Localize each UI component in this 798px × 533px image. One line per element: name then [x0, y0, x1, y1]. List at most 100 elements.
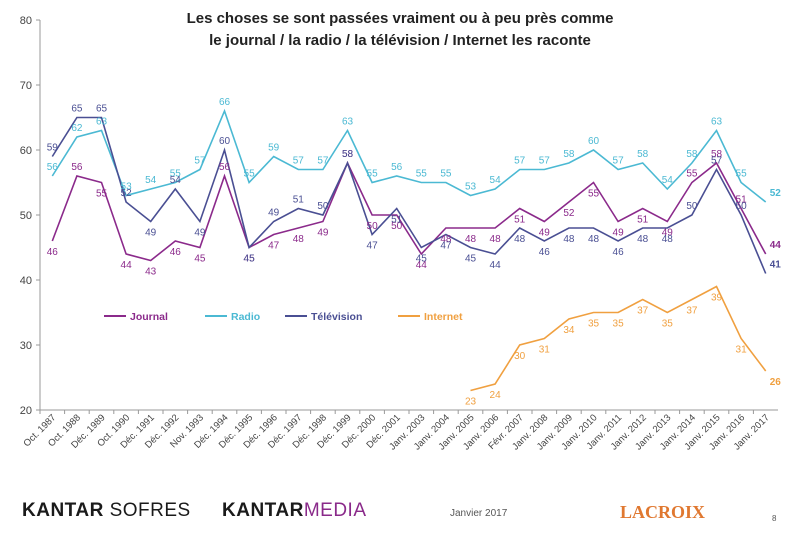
- data-label: 51: [637, 215, 649, 226]
- data-label: 45: [194, 254, 206, 265]
- data-label: 34: [563, 325, 575, 336]
- data-label: 49: [317, 228, 329, 239]
- data-label: 57: [539, 156, 551, 167]
- data-label: 51: [391, 215, 403, 226]
- data-label: 48: [293, 234, 305, 245]
- data-label: 43: [145, 267, 157, 278]
- data-label: 31: [736, 345, 748, 356]
- data-label: 24: [490, 390, 502, 401]
- data-label: 26: [770, 377, 782, 388]
- data-label: 56: [391, 162, 403, 173]
- y-tick-label: 80: [20, 15, 32, 27]
- data-label: 48: [490, 234, 502, 245]
- data-label: 37: [686, 306, 698, 317]
- data-label: 65: [96, 104, 108, 115]
- chart-title-line1: Les choses se sont passées vraiment ou à…: [186, 10, 614, 27]
- series-line-télévision: [51, 116, 767, 274]
- data-label: 60: [219, 136, 231, 147]
- legend-label-journal: Journal: [130, 311, 168, 323]
- data-label: 50: [736, 201, 748, 212]
- data-label: 66: [219, 97, 231, 108]
- footer-date: Janvier 2017: [450, 508, 508, 519]
- data-label: 55: [416, 169, 428, 180]
- data-label: 54: [490, 175, 502, 186]
- data-label: 57: [711, 156, 723, 167]
- y-tick-label: 20: [20, 405, 32, 417]
- data-label: 63: [342, 117, 354, 128]
- legend-label-radio: Radio: [231, 311, 260, 323]
- data-label: 46: [539, 247, 551, 258]
- data-label: 48: [465, 234, 477, 245]
- y-tick-label: 40: [20, 275, 32, 287]
- series-line-journal: [51, 161, 767, 262]
- data-label: 49: [539, 228, 551, 239]
- data-label: 50: [317, 201, 329, 212]
- chart-title-line2: le journal / la radio / la télévision / …: [209, 32, 591, 49]
- data-label: 35: [588, 319, 600, 330]
- data-label: 54: [170, 175, 182, 186]
- data-label: 55: [96, 189, 108, 200]
- data-label: 58: [342, 149, 354, 160]
- data-label: 58: [342, 149, 354, 160]
- data-label: 45: [416, 254, 428, 265]
- data-label: 52: [121, 188, 133, 199]
- data-label: 57: [194, 156, 206, 167]
- data-label: 49: [194, 228, 206, 239]
- data-label: 44: [770, 240, 782, 251]
- data-label: 63: [96, 117, 108, 128]
- data-label: 50: [686, 201, 698, 212]
- data-label: 50: [391, 221, 403, 232]
- data-label: 55: [244, 169, 256, 180]
- data-label: 44: [416, 260, 428, 271]
- kantar-media-logo-bold: KANTAR: [222, 500, 304, 521]
- data-label: 44: [490, 260, 502, 271]
- data-label: 55: [170, 169, 182, 180]
- data-label: 58: [686, 149, 698, 160]
- data-label: 54: [662, 175, 674, 186]
- data-label: 59: [47, 143, 59, 154]
- kantar-media-logo: KANTARMEDIA: [222, 500, 367, 522]
- data-label: 65: [71, 104, 83, 115]
- data-label: 60: [588, 136, 600, 147]
- data-label: 56: [71, 162, 83, 173]
- kantar-media-logo-rest: MEDIA: [303, 500, 367, 521]
- data-label: 55: [440, 169, 452, 180]
- data-label: 51: [293, 195, 305, 206]
- data-label: 41: [770, 260, 782, 271]
- y-tick-label: 70: [20, 80, 32, 92]
- data-label: 52: [563, 208, 575, 219]
- series-line-internet: [470, 285, 767, 392]
- data-label: 48: [440, 234, 452, 245]
- data-label: 49: [662, 228, 674, 239]
- series-line-radio: [51, 108, 767, 203]
- legend-label-internet: Internet: [424, 311, 463, 323]
- data-label: 49: [268, 208, 280, 219]
- data-label: 48: [637, 234, 649, 245]
- data-label: 47: [268, 241, 280, 252]
- data-label: 63: [711, 117, 723, 128]
- data-label: 55: [588, 189, 600, 200]
- data-label: 48: [662, 234, 674, 245]
- data-label: 46: [47, 247, 59, 258]
- data-label: 52: [770, 188, 782, 199]
- data-label: 35: [613, 319, 625, 330]
- y-tick-label: 60: [20, 145, 32, 157]
- data-label: 48: [563, 234, 575, 245]
- data-label: 23: [465, 397, 477, 408]
- data-label: 55: [367, 169, 379, 180]
- data-label: 57: [613, 156, 625, 167]
- data-label: 45: [244, 254, 256, 265]
- data-label: 57: [293, 156, 305, 167]
- legend-label-télévision: Télévision: [311, 311, 362, 323]
- data-label: 58: [637, 149, 649, 160]
- data-label: 50: [367, 221, 379, 232]
- data-label: 55: [686, 169, 698, 180]
- data-label: 49: [613, 228, 625, 239]
- data-label: 46: [170, 247, 182, 258]
- data-label: 45: [244, 254, 256, 265]
- data-label: 56: [47, 162, 59, 173]
- la-croix-logo: LACROIX: [620, 502, 706, 522]
- data-label: 46: [613, 247, 625, 258]
- kantar-sofres-logo-bold: KANTAR: [22, 500, 104, 521]
